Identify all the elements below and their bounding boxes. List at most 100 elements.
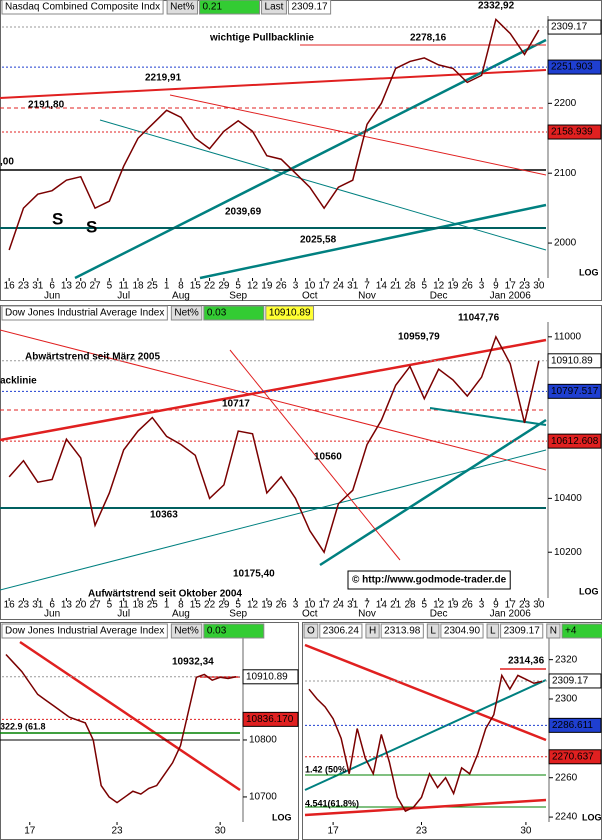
annotation: LOG <box>579 586 599 596</box>
header-text: Net% <box>174 626 199 637</box>
x-tick-label: 12 <box>433 281 445 292</box>
header-box <box>1 305 168 321</box>
header-text: O <box>307 626 315 637</box>
header-box <box>265 305 315 321</box>
x-tick-label: 17 <box>328 826 340 837</box>
x-tick-label: 19 <box>261 600 273 611</box>
annotation: LOG <box>272 812 292 822</box>
x-tick-label: 26 <box>276 281 288 292</box>
annotation: Aufwärtstrend seit Oktober 2004 <box>88 589 242 600</box>
x-tick-label: 24 <box>333 281 345 292</box>
header-text: Last <box>265 2 284 13</box>
header-box <box>203 305 265 321</box>
x-tick-label: 8 <box>178 281 184 292</box>
annotation: 4.541(61.8%) <box>305 798 359 808</box>
copyright-box <box>347 570 511 590</box>
x-tick-label: 16 <box>4 281 16 292</box>
annotation: acklinie <box>0 376 37 387</box>
price-label: 2286.611 <box>552 720 593 731</box>
annotation: 322.9 (61.8 <box>0 721 46 731</box>
month-label: Sep <box>229 291 247 302</box>
y-tick-label: 10800 <box>249 735 277 746</box>
x-tick-label: 5 <box>422 281 428 292</box>
x-tick-label: 27 <box>89 281 101 292</box>
trend-line <box>0 329 547 471</box>
header-box <box>319 623 363 639</box>
x-tick-label: 30 <box>520 826 532 837</box>
header-box <box>203 623 265 639</box>
x-tick-label: 31 <box>347 281 359 292</box>
x-tick-label: 23 <box>416 826 428 837</box>
x-tick-label: 26 <box>276 600 288 611</box>
header-box <box>380 623 424 639</box>
trend-line <box>74 38 547 280</box>
annotation: 2332,92 <box>478 1 515 12</box>
annotation: © http://www.godmode-trader.de <box>352 575 507 586</box>
x-tick-label: 21 <box>390 281 402 292</box>
x-tick-label: 19 <box>261 281 273 292</box>
price-label: 10612.608 <box>551 436 599 447</box>
x-tick-label: 25 <box>147 281 159 292</box>
header-text: L <box>430 626 436 637</box>
x-tick-label: 16 <box>4 600 16 611</box>
price-label-box <box>242 711 299 727</box>
header-box <box>1 0 164 15</box>
x-tick-label: 17 <box>505 600 517 611</box>
annotation: 2219,91 <box>145 73 182 84</box>
price-label: 10836.170 <box>246 714 294 725</box>
x-tick-label: 12 <box>433 600 445 611</box>
plot-area <box>0 640 241 804</box>
annotation: 2278,16 <box>410 33 447 44</box>
price-label: 10910.89 <box>246 671 288 682</box>
annotation: 10175,40 <box>233 569 275 580</box>
header-box <box>287 0 332 15</box>
x-tick-label: 5 <box>235 600 241 611</box>
x-tick-label: 3 <box>293 600 299 611</box>
y-tick-label: 2200 <box>554 98 577 109</box>
trend-line <box>319 418 547 567</box>
price-label-box <box>547 353 602 369</box>
x-tick-label: 17 <box>505 281 517 292</box>
annotation: S <box>86 217 97 236</box>
annotation: ,00 <box>0 157 14 168</box>
header-text: Dow Jones Industrial Average Index <box>5 308 164 319</box>
x-tick-label: 23 <box>519 600 531 611</box>
x-tick-label: 9 <box>493 281 499 292</box>
x-tick-label: 26 <box>462 281 474 292</box>
trend-line <box>304 798 547 817</box>
x-tick-label: 20 <box>75 600 87 611</box>
x-tick-label: 17 <box>319 281 331 292</box>
annotation: 11047,76 <box>458 313 500 324</box>
price-label: 2309.17 <box>551 22 588 33</box>
header-text: Nasdaq Combined Composite Indx <box>5 2 160 13</box>
x-tick-label: 27 <box>89 600 101 611</box>
header-text: L <box>490 626 496 637</box>
x-tick-label: 12 <box>247 281 259 292</box>
x-tick-label: 17 <box>24 826 36 837</box>
x-tick-label: 28 <box>404 281 416 292</box>
y-tick-label: 2240 <box>555 812 578 823</box>
annotation: 2025,58 <box>300 235 337 246</box>
x-tick-label: 26 <box>462 600 474 611</box>
annotation: S <box>52 209 63 228</box>
x-tick-label: 30 <box>533 600 545 611</box>
month-label: Aug <box>172 609 190 620</box>
x-tick-label: 10 <box>304 281 316 292</box>
price-line <box>8 18 540 251</box>
x-tick-label: 12 <box>247 600 259 611</box>
annotation: 10363 <box>150 510 178 521</box>
header-box <box>426 623 440 639</box>
x-tick-label: 15 <box>190 600 202 611</box>
x-tick-label: 3 <box>479 600 485 611</box>
x-tick-label: 22 <box>204 281 216 292</box>
header-text: N <box>550 626 557 637</box>
header-box <box>170 305 203 321</box>
header-text: 2304.90 <box>444 626 481 637</box>
x-tick-label: 11 <box>118 281 129 292</box>
price-label-box <box>547 124 602 140</box>
annotation: 10959,79 <box>398 332 440 343</box>
panel-frame <box>0 0 602 301</box>
trend-line <box>429 407 547 426</box>
